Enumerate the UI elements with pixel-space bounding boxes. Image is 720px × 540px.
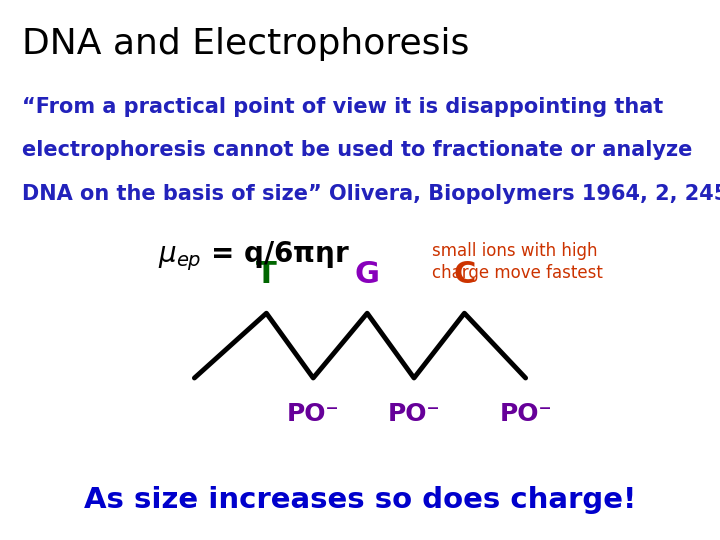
- Text: As size increases so does charge!: As size increases so does charge!: [84, 485, 636, 514]
- Text: DNA and Electrophoresis: DNA and Electrophoresis: [22, 27, 469, 61]
- Text: PO⁻: PO⁻: [499, 402, 552, 426]
- Text: PO⁻: PO⁻: [387, 402, 441, 426]
- Text: charge move fastest: charge move fastest: [432, 264, 603, 282]
- Text: DNA on the basis of size” Olivera, Biopolymers 1964, 2, 245: DNA on the basis of size” Olivera, Biopo…: [22, 184, 720, 204]
- Text: PO⁻: PO⁻: [287, 402, 340, 426]
- Text: T: T: [256, 260, 276, 289]
- Text: G: G: [355, 260, 379, 289]
- Text: “From a practical point of view it is disappointing that: “From a practical point of view it is di…: [22, 97, 663, 117]
- Text: small ions with high: small ions with high: [432, 242, 598, 260]
- Text: $\mu_{ep}$ = q/6πηr: $\mu_{ep}$ = q/6πηr: [158, 240, 351, 273]
- Text: C: C: [453, 260, 476, 289]
- Text: electrophoresis cannot be used to fractionate or analyze: electrophoresis cannot be used to fracti…: [22, 140, 692, 160]
